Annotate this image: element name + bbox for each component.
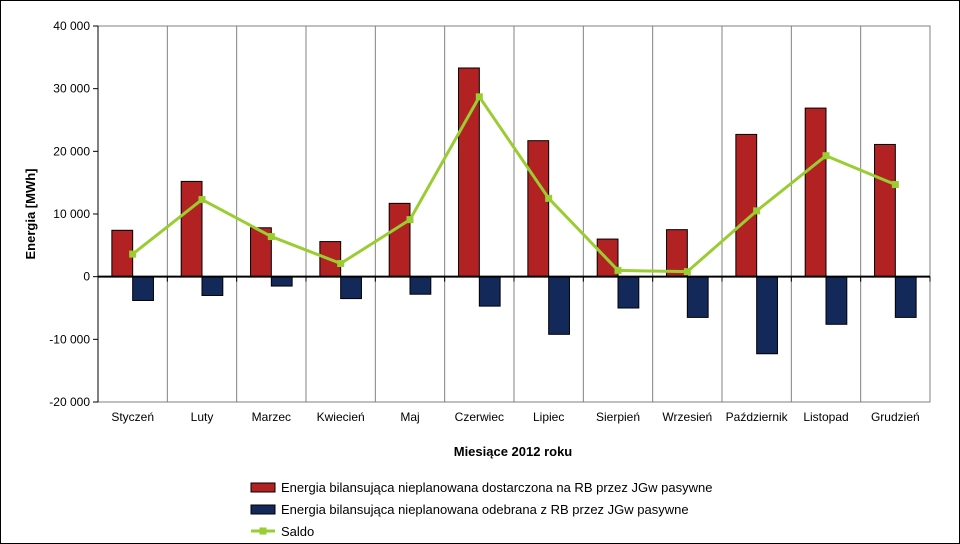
line-layer [129,93,899,276]
saldo-point [822,152,830,160]
legend-swatch-delivered [250,482,276,493]
saldo-point [891,181,899,189]
legend-label-delivered: Energia bilansująca nieplanowana dostarc… [281,480,712,495]
x-tick-label: Styczeń [111,410,154,424]
legend-swatch-received [250,504,276,515]
x-tick-label: Marzec [252,410,291,424]
x-tick-label: Wrzesień [662,410,712,424]
bar-received [756,276,778,355]
bar-received [617,276,640,309]
saldo-point [545,194,553,202]
bar-delivered [804,107,827,278]
bar-received [409,276,432,295]
saldo-point [683,268,691,276]
y-tick-label: 10 000 [53,207,90,221]
bar-received [132,276,154,301]
legend: Energia bilansująca nieplanowana dostarc… [250,480,712,539]
x-tick-label: Czerwiec [455,410,504,424]
legend-label-received: Energia bilansująca nieplanowana odebran… [281,502,689,517]
saldo-line [131,95,896,274]
y-axis-title: Energia [MWh] [23,169,38,260]
saldo-point [337,260,345,268]
legend-label-saldo: Saldo [281,524,314,539]
y-tick-label: 40 000 [53,19,90,33]
y-tick-label: -10 000 [49,332,90,346]
x-tick-label: Maj [400,410,419,424]
x-tick-label: Luty [191,410,214,424]
bar-delivered [180,180,203,278]
saldo-point [267,233,275,241]
bar-received [894,276,917,318]
bar-received [686,276,709,318]
y-tick-label: 20 000 [53,144,90,158]
bar-received [201,276,224,296]
legend-marker-saldo [259,527,267,535]
bar-received [825,276,848,325]
bar-received [548,276,570,335]
saldo-point [129,250,137,258]
y-tick-label: 30 000 [53,82,90,96]
saldo-point [406,216,414,224]
grid-layer [97,25,931,403]
bar-received [478,276,501,307]
bar-delivered [527,140,550,278]
x-tick-label: Listopad [803,410,848,424]
x-tick-label: Kwiecień [317,410,365,424]
label-layer: 40 000 30 000 20 000 10 000 0 -10 000 -20 000 S… [49,19,919,424]
x-tick-label: Październik [726,410,789,424]
y-tick-label: -20 000 [49,395,90,409]
saldo-point [614,266,622,274]
bar-received [270,276,293,287]
bar-delivered [388,202,411,278]
x-axis-title: Miesiące 2012 roku [454,444,573,459]
bar-delivered [874,143,896,278]
saldo-point [475,93,483,101]
x-tick-label: Sierpień [596,410,640,424]
bar-layer [111,67,917,355]
axis-layer [93,25,931,403]
bar-delivered [735,133,758,278]
x-tick-label: Grudzień [871,410,920,424]
x-tick-label: Lipiec [533,410,564,424]
saldo-point [753,207,761,215]
saldo-point [198,196,206,204]
y-tick-label: 0 [83,270,90,284]
bar-received [340,276,362,300]
